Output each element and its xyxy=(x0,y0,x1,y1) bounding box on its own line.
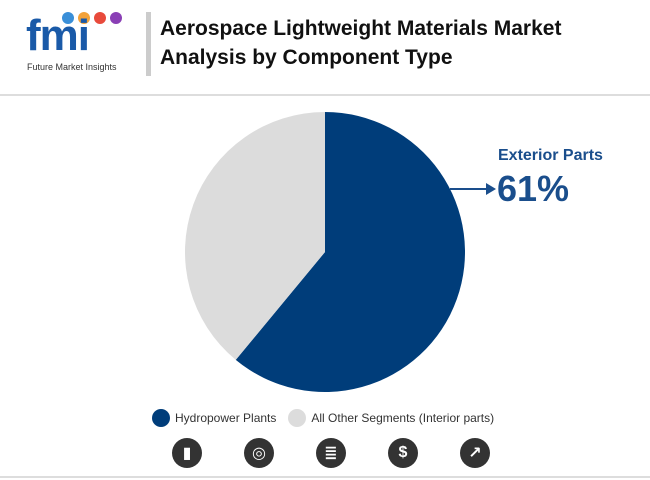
report-icon: ≣ xyxy=(316,438,346,468)
legend-label: All Other Segments (Interior parts) xyxy=(311,411,495,425)
dollar-icon: $ xyxy=(388,438,418,468)
legend-item-hydropower: Hydropower Plants xyxy=(152,409,276,427)
growth-chart-icon: ▮ xyxy=(172,438,202,468)
logo-dots-icon xyxy=(62,12,122,24)
legend-label: Hydropower Plants xyxy=(175,411,277,425)
title-accent-bar xyxy=(146,12,151,76)
header-divider xyxy=(0,94,650,96)
trend-chart-icon: ↗ xyxy=(460,438,490,468)
legend-swatch xyxy=(288,409,307,427)
pie-chart xyxy=(184,111,496,392)
legend-swatch xyxy=(152,409,170,427)
page-title: Aerospace Lightweight Materials Market A… xyxy=(160,17,562,69)
icon-row: ▮ ◎ ≣ $ ↗ xyxy=(0,436,650,472)
pie-slice-1 xyxy=(184,111,325,360)
callout-label: Exterior Parts xyxy=(498,147,603,164)
legend: Hydropower Plants All Other Segments (In… xyxy=(152,407,506,429)
pie-slices xyxy=(184,111,465,392)
analytics-icon: ◎ xyxy=(244,438,274,468)
pie-slice-0 xyxy=(235,112,465,392)
logo-text: fmi xyxy=(26,11,90,60)
logo-subtitle: Future Market Insights xyxy=(27,62,117,72)
footer-divider xyxy=(0,476,650,478)
callout-arrowhead xyxy=(486,183,496,195)
legend-item-other-segments: All Other Segments (Interior parts) xyxy=(288,409,494,427)
header: fmi Future Market Insights Aerospace Lig… xyxy=(0,0,650,92)
callout-value: 61% xyxy=(497,168,570,209)
